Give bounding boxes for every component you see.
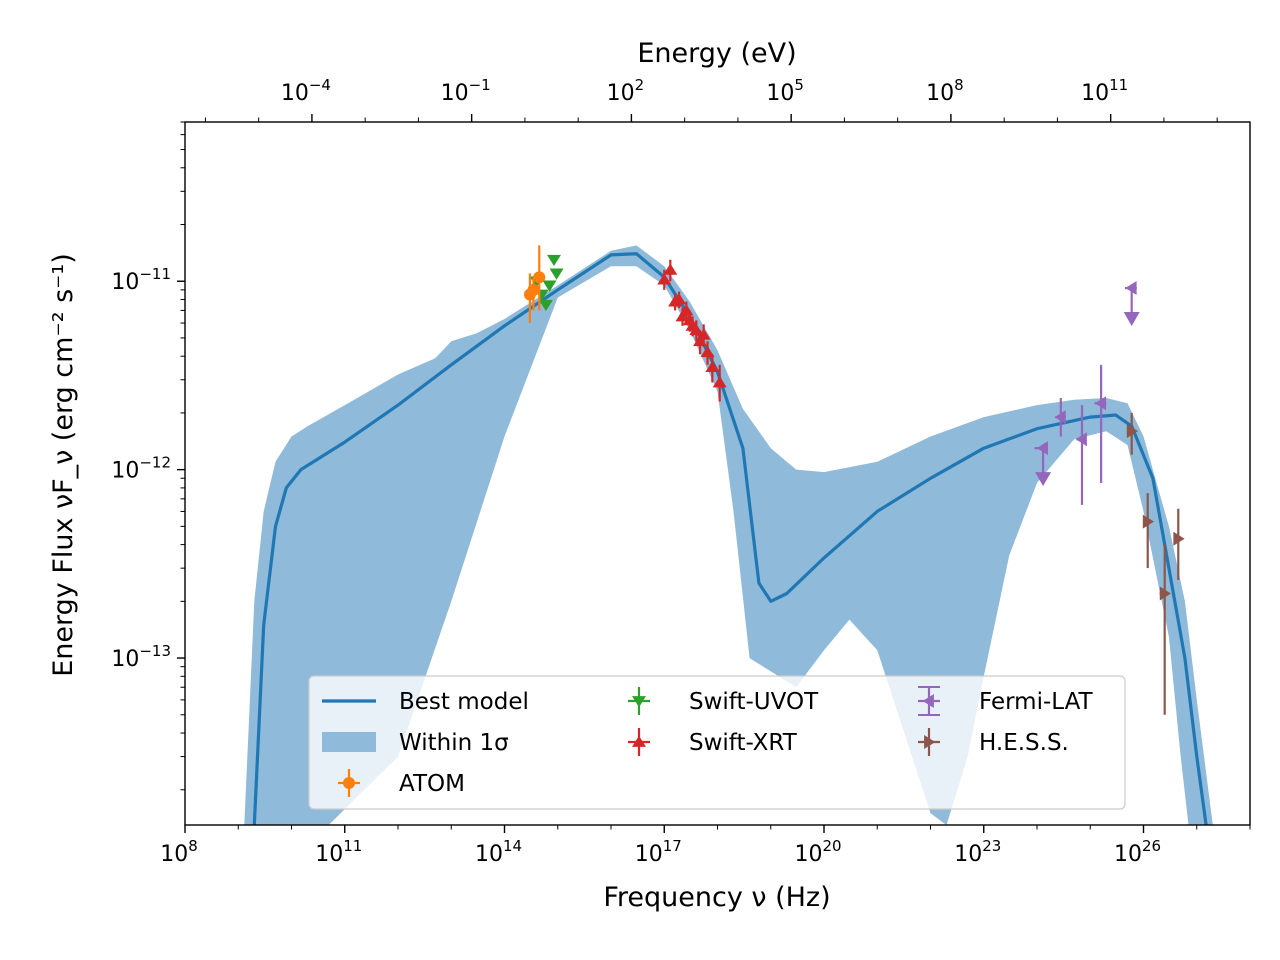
fermi-lat-marker [1094,396,1107,411]
h-e-s-s--marker [1173,531,1185,546]
swift-uvot-point [549,268,564,280]
legend-entry-h-e-s-s: H.E.S.S. [918,728,1069,756]
data-points [523,245,1185,715]
swift-uvot-point [542,280,557,292]
fermi-lat-upper-limit-arrow [1035,472,1052,487]
legend-label: Within 1σ [399,730,509,756]
fermi-lat-marker [1036,441,1048,456]
h-e-s-s--point [1159,544,1171,715]
swift-xrt-point [705,354,720,383]
x-tick-label: 1017 [635,837,682,867]
h-e-s-s--point [1142,493,1155,569]
legend-label: Swift-XRT [689,730,798,756]
x2-tick-label: 10−4 [281,76,331,106]
h-e-s-s--marker [1142,514,1155,529]
fermi-lat-point [1094,364,1107,483]
fermi-lat-series [1034,281,1140,505]
h-e-s-s--point [1126,412,1138,455]
swift-xrt-point [672,291,687,309]
swift-xrt-marker [696,328,711,340]
axes: 108 1011 1014 1017 1020 1023 1026 10−4 10−1 102 10… [111,76,1251,867]
legend-entry-fermi-lat: Fermi-LAT [918,686,1094,716]
legend-entry-within-1: Within 1σ [322,730,509,756]
fermi-lat-marker [1125,281,1137,296]
legend-swatch-band [322,732,376,752]
x-tick-label: 108 [160,837,198,867]
legend-swatch-marker [922,694,934,708]
atom-marker [527,283,540,296]
x2-tick-label: 10−1 [441,76,491,106]
swift-uvot-marker [542,280,557,292]
legend-entry-best-model: Best model [322,689,529,715]
swift-xrt-marker [672,293,687,305]
atom-series [523,245,546,324]
swift-uvot-marker [549,268,564,280]
swift-uvot-marker [546,254,561,267]
y-tick-label: 10−13 [111,642,171,672]
swift-xrt-point [700,341,715,365]
fermi-lat-point [1034,441,1052,487]
swift-xrt-point [712,364,727,402]
legend-entry-swift-xrt: Swift-XRT [628,728,798,756]
swift-xrt-marker [712,376,727,388]
swift-uvot-point [546,254,561,267]
legend-swatch-marker [632,696,646,708]
legend-label: ATOM [399,771,465,797]
legend-swatch-marker [924,735,936,749]
legend-entry-swift-uvot: Swift-UVOT [628,687,819,715]
atom-point [527,277,540,311]
swift-xrt-marker [663,263,678,275]
x-tick-label: 1020 [794,837,841,867]
fermi-lat-upper-limit-arrow [1123,312,1140,327]
fermi-lat-point [1075,405,1087,505]
x-axis-title: Frequency ν (Hz) [603,882,830,913]
swift-xrt-marker [705,360,720,373]
legend-box [308,675,1126,810]
top-axis-title: Energy (eV) [637,38,796,69]
y-tick-label: 10−12 [111,454,171,484]
best-model-line [252,252,1208,825]
swift-xrt-point [657,269,672,290]
atom-point [533,245,546,311]
x2-tick-label: 102 [607,76,645,106]
atom-marker [533,271,546,284]
legend: Best model Within 1σ ATOM Swift-UVOT Swift-X… [308,675,1126,810]
x-tick-label: 1014 [475,837,522,867]
legend-label: Swift-UVOT [689,689,819,715]
plot-frame [184,121,1251,826]
legend-label: Best model [399,689,529,715]
fermi-lat-marker [1075,432,1087,447]
legend-swatch-marker [343,777,355,789]
swift-xrt-marker [657,273,672,285]
h-e-s-s--marker [1126,424,1138,439]
legend-entry-atom: ATOM [338,769,465,797]
h-e-s-s--marker [1159,586,1171,601]
y-tick-label: 10−11 [111,265,171,295]
swift-xrt-series [657,259,727,402]
legend-swatch-marker [632,735,646,747]
fermi-lat-marker [1054,410,1066,425]
h-e-s-s--series [1126,412,1185,715]
fermi-lat-point [1123,281,1140,327]
swift-uvot-point [538,299,553,312]
x-tick-label: 1026 [1114,837,1161,867]
x2-tick-label: 105 [766,76,804,106]
x-tick-label: 1023 [954,837,1001,867]
y-axis-title: Energy Flux νF_ν (erg cm⁻² s⁻¹) [48,253,79,677]
x2-tick-label: 1011 [1081,76,1128,106]
legend-label: Fermi-LAT [979,689,1094,715]
swift-xrt-point [696,324,711,347]
x2-tick-label: 108 [926,76,964,106]
fermi-lat-point [1054,398,1066,437]
legend-label: H.E.S.S. [979,730,1069,756]
x-tick-label: 1011 [315,837,362,867]
swift-xrt-point [663,259,678,282]
swift-xrt-marker [700,345,715,358]
h-e-s-s--point [1173,508,1185,580]
swift-uvot-marker [538,299,553,312]
